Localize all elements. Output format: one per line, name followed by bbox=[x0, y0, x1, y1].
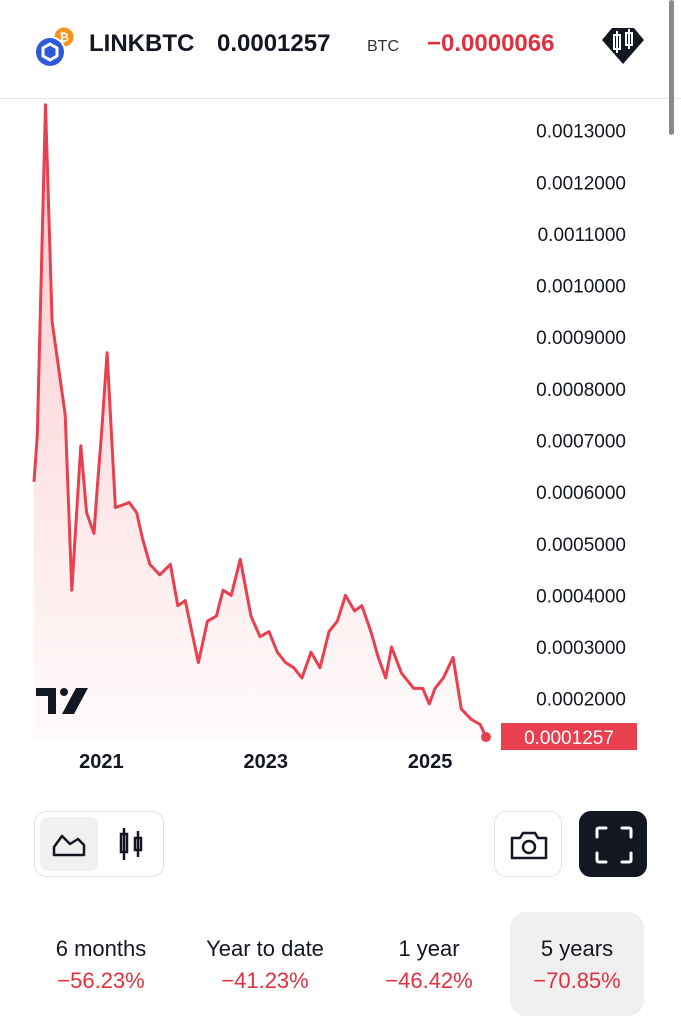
series-line bbox=[32, 103, 488, 738]
y-tick-label: 0.0002000 bbox=[536, 690, 626, 711]
y-tick-label: 0.0010000 bbox=[536, 277, 626, 298]
range-6-months[interactable]: 6 months −56.23% bbox=[34, 912, 168, 1016]
range-year-to-date[interactable]: Year to date −41.23% bbox=[198, 912, 332, 1016]
tradingview-logo bbox=[36, 688, 88, 714]
chart-type-toggle bbox=[34, 811, 164, 877]
y-tick-label: 0.0008000 bbox=[536, 380, 626, 401]
area-fill-path bbox=[34, 104, 486, 741]
y-tick-label: 0.0012000 bbox=[536, 173, 626, 194]
x-axis-labels: 2021 2023 2025 bbox=[79, 751, 452, 773]
range-change: −56.23% bbox=[57, 968, 145, 993]
y-tick-label: 0.0006000 bbox=[536, 483, 626, 504]
svg-text:₿: ₿ bbox=[59, 31, 69, 45]
candlestick-badge-icon[interactable] bbox=[600, 24, 646, 68]
chainlink-bitcoin-pair-icon: ₿ bbox=[34, 27, 74, 68]
scrollbar[interactable] bbox=[669, 0, 674, 135]
symbol-name: LINKBTC bbox=[89, 30, 195, 57]
y-tick-label: 0.0009000 bbox=[536, 328, 626, 349]
price-unit: BTC bbox=[367, 38, 399, 55]
range-5-years[interactable]: 5 years −70.85% bbox=[510, 912, 644, 1016]
area-fill bbox=[34, 104, 486, 741]
y-tick-label: 0.0013000 bbox=[536, 122, 626, 143]
range-change: −46.42% bbox=[385, 968, 473, 993]
y-tick-label: 0.0004000 bbox=[536, 586, 626, 607]
last-price-badge bbox=[501, 723, 637, 751]
last-point bbox=[481, 732, 491, 743]
y-tick-label: 0.0007000 bbox=[536, 431, 626, 452]
line-chart-option[interactable] bbox=[40, 817, 98, 871]
price-chart[interactable]: 0.0013000 0.0012000 0.0011000 0.0010000 0.00… bbox=[0, 100, 681, 790]
range-label: 5 years bbox=[540, 936, 614, 961]
range-change: −41.23% bbox=[221, 968, 309, 993]
y-axis-labels: 0.0013000 0.0012000 0.0011000 0.0010000 0.00… bbox=[536, 122, 626, 711]
y-tick-label: 0.0005000 bbox=[536, 535, 626, 556]
range-change: −70.85% bbox=[533, 968, 621, 993]
last-price: 0.0001257 bbox=[217, 30, 331, 57]
y-tick-label: 0.0011000 bbox=[538, 225, 626, 246]
range-label: Year to date bbox=[206, 936, 324, 961]
candlestick-icon bbox=[119, 828, 143, 860]
last-price-label: 0.0001257 bbox=[524, 728, 614, 749]
series-line-path bbox=[32, 103, 488, 738]
x-tick-label: 2025 bbox=[408, 751, 453, 773]
candle-chart-option[interactable] bbox=[103, 817, 161, 871]
area-chart-icon bbox=[52, 834, 86, 857]
price-change: −0.0000066 bbox=[427, 30, 555, 57]
symbol-header: ₿ LINKBTC 0.0001257 BTC −0.0000066 bbox=[0, 0, 681, 99]
fullscreen-icon bbox=[595, 826, 633, 864]
last-price-marker: 0.0001257 bbox=[481, 723, 637, 751]
snapshot-button[interactable] bbox=[494, 811, 562, 877]
y-tick-label: 0.0003000 bbox=[536, 638, 626, 659]
x-tick-label: 2021 bbox=[79, 751, 124, 773]
camera-icon bbox=[510, 831, 548, 860]
range-label: 6 months bbox=[55, 936, 147, 961]
range-label: 1 year bbox=[398, 936, 460, 961]
fullscreen-button[interactable] bbox=[579, 811, 647, 877]
range-1-year[interactable]: 1 year −46.42% bbox=[362, 912, 496, 1016]
x-tick-label: 2023 bbox=[244, 751, 289, 773]
